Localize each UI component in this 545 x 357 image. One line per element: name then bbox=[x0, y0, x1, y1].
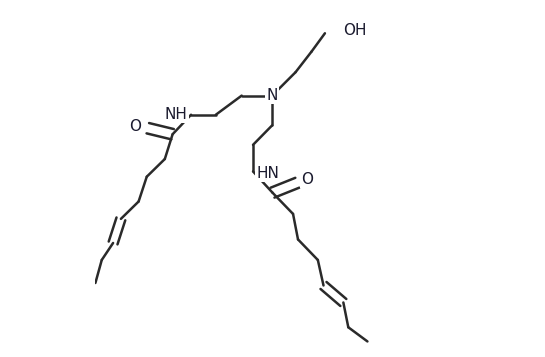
Text: NH: NH bbox=[165, 107, 187, 122]
Text: N: N bbox=[267, 88, 278, 103]
Text: O: O bbox=[130, 119, 142, 134]
Text: OH: OH bbox=[343, 23, 367, 38]
Text: O: O bbox=[301, 172, 313, 187]
Text: HN: HN bbox=[257, 166, 280, 181]
